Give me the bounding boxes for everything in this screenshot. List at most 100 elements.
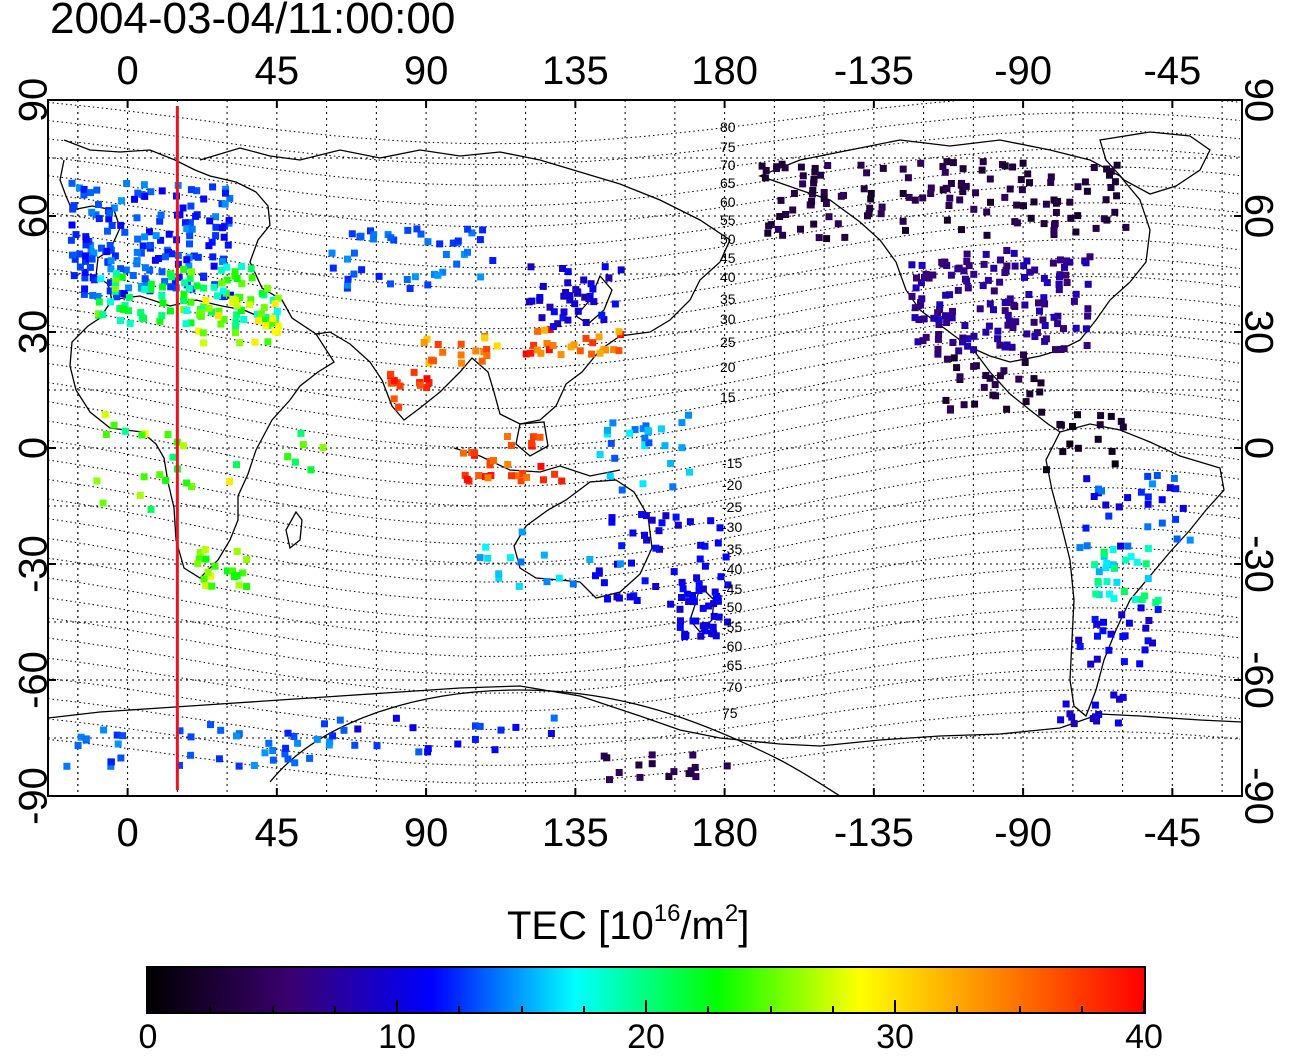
tec-cell [483, 346, 491, 353]
tec-cell [587, 280, 595, 288]
tec-cell [781, 164, 789, 172]
tec-cell [683, 590, 691, 598]
tec-cell [699, 604, 707, 612]
tec-cell [387, 280, 394, 288]
tec-cell [953, 364, 961, 372]
tec-cell [138, 431, 146, 439]
tec-cell [656, 545, 663, 553]
tec-cell [1107, 630, 1115, 638]
tec-cell [1036, 307, 1043, 315]
tec-cell [1107, 184, 1115, 191]
tec-cell [943, 319, 951, 326]
tec-cell [111, 252, 119, 260]
tec-cell [642, 512, 650, 520]
tec-cell [479, 226, 487, 234]
tec-cell [284, 453, 292, 461]
colorbar-tick-mark [147, 1000, 149, 1012]
tec-cell [187, 202, 195, 210]
tec-cell [609, 419, 617, 427]
tec-cell [205, 304, 213, 312]
magnetic-contour [48, 166, 1241, 228]
tec-cell [147, 280, 155, 288]
tec-cell [204, 568, 212, 576]
tec-cell [490, 457, 497, 464]
tec-cell [340, 726, 348, 734]
tec-cell [982, 250, 990, 258]
tec-cell [103, 248, 111, 256]
tec-cell [219, 224, 226, 232]
tec-cell [1040, 294, 1048, 302]
tec-cell [918, 261, 926, 269]
tec-cell [76, 250, 84, 258]
tec-cell [350, 249, 358, 257]
tec-cell [1149, 639, 1156, 647]
tec-cell [982, 328, 990, 336]
tec-cell [942, 184, 950, 192]
tec-cell [626, 593, 634, 601]
tec-cell [571, 300, 579, 308]
tec-cell [970, 205, 978, 213]
tec-cell [195, 555, 203, 563]
bottom-longitude-label: -45 [1143, 811, 1201, 855]
tec-cell [662, 512, 670, 520]
tec-cell [1003, 262, 1011, 270]
tec-cell [1149, 480, 1156, 488]
tec-cell [1047, 173, 1055, 181]
tec-cell [1041, 300, 1049, 308]
tec-cell [1119, 693, 1127, 701]
tec-cell [179, 204, 187, 212]
tec-cell [387, 234, 395, 242]
tec-cell [413, 225, 421, 233]
tec-cell [648, 516, 656, 524]
tec-cell [68, 221, 76, 229]
tec-cell [215, 307, 223, 315]
tec-cell [274, 294, 282, 302]
tec-cell [165, 230, 173, 238]
tec-cell [1027, 214, 1035, 222]
tec-cell [199, 329, 207, 337]
tec-cell [1055, 280, 1063, 288]
top-longitude-label: 180 [691, 49, 758, 93]
tec-cell [672, 513, 680, 521]
tec-cell [1017, 176, 1025, 184]
tec-cell [917, 279, 925, 287]
tec-cell [528, 439, 536, 447]
tec-cell [1018, 186, 1026, 194]
tec-cell [137, 309, 145, 316]
top-longitude-label: 135 [542, 49, 609, 93]
tec-cell [641, 577, 649, 585]
tec-cell [602, 346, 609, 354]
tec-cell [454, 740, 462, 748]
tec-cell [275, 322, 283, 330]
tec-cell [585, 295, 593, 303]
tec-cell [1083, 342, 1091, 349]
tec-cell [607, 439, 615, 447]
tec-cell [1105, 646, 1113, 654]
tec-cell [493, 342, 501, 350]
tec-cell [1153, 472, 1161, 479]
tec-cell [218, 279, 226, 287]
tec-cell [549, 342, 557, 349]
tec-cell [994, 335, 1002, 343]
tec-cell [947, 180, 955, 187]
tec-cell [1030, 375, 1038, 383]
tec-cell [996, 372, 1004, 380]
madagascar-coast [285, 510, 303, 550]
tec-cell [442, 251, 450, 258]
tec-cell [94, 293, 102, 300]
tec-cell [550, 714, 558, 722]
tec-cell [187, 298, 195, 306]
tec-cell [1057, 716, 1065, 724]
tec-cell [1145, 617, 1153, 624]
tec-cell [1081, 178, 1089, 186]
tec-cell [701, 562, 709, 570]
tec-cell [87, 241, 95, 249]
tec-cell [108, 222, 116, 229]
tec-cell [313, 735, 321, 743]
tec-cell [538, 314, 546, 322]
tec-cell [92, 211, 100, 219]
tec-cell [1069, 423, 1076, 430]
colorbar-tick-label: 0 [138, 1018, 158, 1056]
tec-cell [158, 292, 166, 299]
tec-cell [196, 549, 204, 556]
